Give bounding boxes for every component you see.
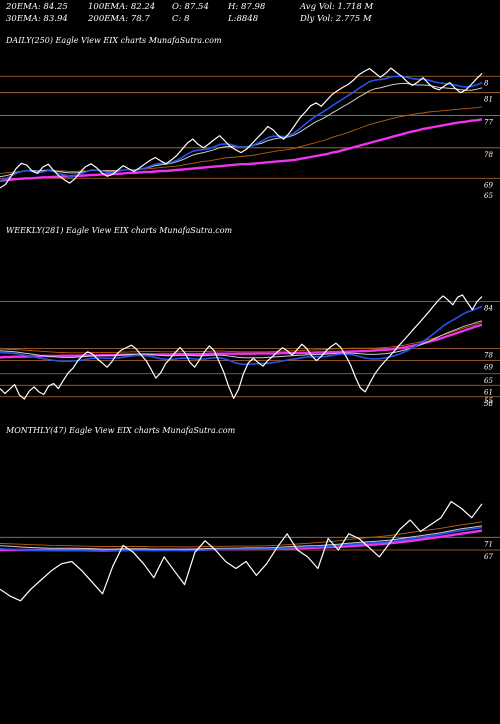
header-ema30: 30EMA: 83.94: [6, 14, 68, 24]
header-daily-vol: Dly Vol: 2.775 M: [299, 14, 372, 24]
daily-price-label: 77: [484, 118, 493, 126]
weekly-ema-slow-line: [0, 322, 483, 354]
monthly-ema-slow-line: [0, 521, 483, 548]
monthly-price-label: 67: [484, 553, 493, 561]
daily-price-line: [0, 67, 483, 189]
monthly-ema-fast-line: [0, 526, 483, 553]
weekly-price-label: 69: [484, 364, 493, 372]
header-open: O: 87.54: [172, 2, 209, 12]
daily-ema-slow-line: [0, 106, 483, 174]
daily-price-label: 65: [484, 192, 493, 200]
daily-price-label: 8: [484, 79, 489, 87]
monthly-price-line: [0, 500, 483, 602]
header-close: C: 8: [172, 14, 190, 24]
weekly-price-line: [0, 294, 483, 400]
weekly-price-label: 61: [484, 388, 493, 396]
weekly-price-label: 65: [484, 377, 493, 385]
daily-price-label: 78: [484, 151, 493, 159]
header-avg-vol: Avg Vol: 1.718 M: [299, 2, 374, 12]
daily-price-label: 81: [484, 96, 493, 104]
header-ema200: 200EMA: 78.7: [87, 14, 150, 24]
weekly-price-label: 55: [484, 397, 493, 405]
monthly-ema-mid-line: [0, 525, 483, 550]
monthly-panel-title: MONTHLY(47) Eagle View EIX charts Munafa…: [5, 426, 236, 435]
monthly-price-label: 71: [484, 540, 493, 548]
header: 20EMA: 84.25 100EMA: 82.24 O: 87.54 H: 8…: [5, 2, 374, 24]
weekly-price-label: 84: [484, 305, 493, 313]
header-low: L:8848: [227, 14, 259, 24]
weekly-ema-200-line: [0, 323, 483, 359]
daily-panel-title: DAILY(250) Eagle View EIX charts MunafaS…: [5, 36, 222, 45]
daily-price-label: 69: [484, 181, 493, 189]
weekly-price-label: 78: [484, 351, 493, 359]
header-ema100: 100EMA: 82.24: [88, 2, 155, 12]
header-ema20: 20EMA: 84.25: [5, 2, 68, 12]
weekly-panel-title: WEEKLY(281) Eagle View EIX charts Munafa…: [6, 226, 233, 235]
weekly-price-label: 58: [484, 400, 493, 408]
header-high: H: 87.98: [227, 2, 266, 12]
weekly-ema-mid-line: [0, 320, 483, 359]
weekly-ema-fast-line: [0, 305, 483, 366]
daily-ema-200-line: [0, 118, 483, 182]
